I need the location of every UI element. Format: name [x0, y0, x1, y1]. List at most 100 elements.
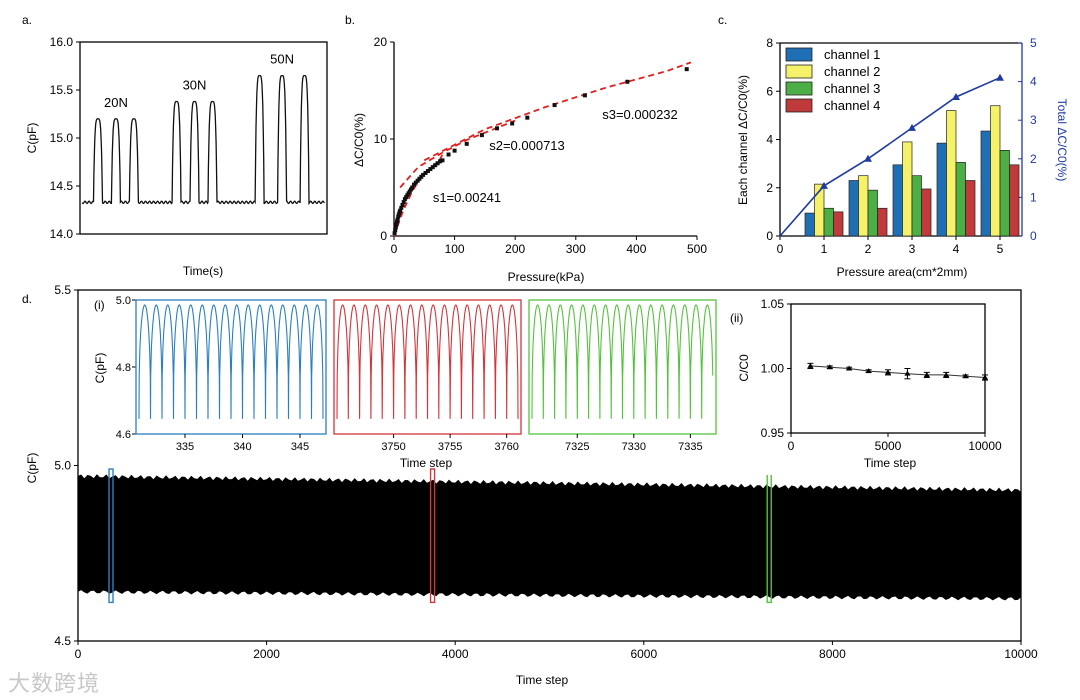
panel-c-label: c.	[718, 13, 727, 27]
panel-c-bar	[902, 141, 913, 237]
inset-ii-ylabel: C/C0	[737, 354, 751, 382]
panel-d-x-tick-label: 4000	[442, 647, 469, 661]
panel-c-y2-tick-label: 5	[1030, 36, 1037, 50]
panel-d-signal-band	[78, 474, 1021, 601]
inset-i-y-tick-label: 5.0	[116, 295, 131, 307]
panel-b-x-tick-label: 500	[687, 242, 707, 256]
panel-d-highlight-box	[429, 468, 436, 604]
panel-b-point	[428, 167, 433, 172]
panel-c-bar	[1009, 164, 1020, 237]
inset-i-x-tick-label: 3750	[381, 441, 405, 453]
panel-d-xlabel: Time step	[516, 673, 569, 687]
panel-b: b. 0 100 200 300 400 500 0 10 20 Pressure(kPa) ΔC/C…	[345, 13, 707, 284]
inset-ii-bg	[752, 293, 1017, 475]
panel-c-bar	[980, 130, 991, 237]
panel-c-bar	[804, 212, 815, 237]
panel-d-x-tick-label: 2000	[253, 647, 280, 661]
inset-i-label: (i)	[94, 298, 105, 312]
panel-c-bar	[877, 207, 888, 237]
inset-ii-marker	[885, 369, 891, 375]
panel-c-legend-swatch	[785, 81, 813, 96]
panel-c-bar	[946, 110, 957, 237]
panel-b-point	[395, 217, 400, 222]
inset-ii-marker	[846, 365, 853, 371]
panel-a-label: a.	[22, 13, 32, 27]
panel-c-x-tick-label: 3	[909, 242, 916, 256]
panel-c-y2-tick-label: 2	[1030, 152, 1037, 166]
panel-b-fit-line	[399, 119, 516, 189]
panel-c-ylabel: Each channel ΔC/C0(%)	[736, 75, 750, 205]
panel-c: c. 0 1 2 3 4 5 0 2 4 6 8 0 1 2 3 4 5 Pressure area(cm*2mm)…	[718, 13, 1069, 279]
panel-c-bar	[955, 162, 966, 237]
panel-c-y2-tick-label: 3	[1030, 113, 1037, 127]
panel-a-y-tick-label: 14.5	[50, 179, 74, 193]
panel-c-legend-label: channel 1	[824, 47, 880, 62]
inset-i-frame	[333, 299, 522, 435]
inset-ii-marker	[904, 370, 911, 376]
panel-c-x-tick-label: 0	[777, 242, 784, 256]
panel-c-total-line	[779, 76, 1001, 237]
panel-d-x-tick-label: 8000	[819, 647, 846, 661]
panel-b-ylabel: ΔC/C0(%)	[352, 113, 366, 167]
panel-c-bar	[858, 175, 869, 237]
inset-i-signal	[336, 304, 519, 419]
inset-i-x-tick-label: 335	[176, 441, 194, 453]
inset-ii-line	[810, 365, 986, 378]
panel-a: a. 14.0 14.5 15.0 15.5 16.0 Time(s) C(pF) 20N 30N…	[22, 13, 328, 278]
panel-a-peak-label: 50N	[270, 52, 294, 67]
panel-b-point	[421, 172, 426, 177]
panel-c-total-marker	[952, 93, 960, 101]
inset-ii-y-tick-label: 0.95	[761, 426, 785, 440]
inset-i-x-tick-label: 7330	[622, 441, 646, 453]
panel-c-x-tick-label: 4	[953, 242, 960, 256]
panel-a-signal	[81, 74, 325, 206]
panel-c-y-tick-label: 0	[766, 229, 773, 243]
panel-b-x-tick-label: 300	[566, 242, 586, 256]
panel-b-point	[525, 115, 530, 120]
panel-a-peak-label: 20N	[104, 95, 128, 110]
panel-b-point	[479, 133, 484, 138]
panel-c-y2label: Total ΔC/C0(%)	[1055, 99, 1069, 182]
inset-ii-marker	[943, 371, 950, 377]
panel-a-y-tick-label: 14.0	[50, 227, 74, 241]
panel-c-bar	[867, 189, 878, 237]
panel-c-legend-label: channel 2	[824, 64, 880, 79]
panel-c-legend-swatch	[785, 47, 813, 62]
panel-b-point	[435, 161, 440, 166]
panel-a-y-tick-label: 15.0	[50, 131, 74, 145]
inset-i-signal	[531, 304, 714, 419]
panel-b-fit-label: s2=0.000713	[489, 138, 565, 153]
panel-c-y-tick-label: 8	[766, 36, 773, 50]
panel-b-point	[399, 205, 404, 210]
panel-b-x-tick-label: 100	[445, 242, 465, 256]
panel-c-x-tick-label: 1	[821, 242, 828, 256]
panel-b-fit-line	[423, 61, 692, 162]
inset-ii-y-tick-label: 1.00	[761, 362, 785, 376]
panel-b-y-tick-label: 20	[374, 35, 388, 49]
panel-c-bar	[848, 180, 859, 237]
panel-c-bar	[999, 150, 1010, 237]
panel-a-xlabel: Time(s)	[183, 264, 223, 278]
inset-i-ylabel: C(pF)	[93, 353, 107, 384]
panel-b-point	[393, 228, 398, 233]
panel-d-x-tick-label: 0	[75, 647, 82, 661]
panel-d-x-tick-label: 10000	[1004, 647, 1038, 661]
inset-ii-marker	[923, 371, 930, 377]
panel-c-bar	[823, 207, 834, 237]
panel-d-ylabel: C(pF)	[25, 453, 39, 484]
inset-ii-xlabel: Time step	[864, 456, 917, 470]
panel-b-point	[433, 163, 438, 168]
panel-b-point	[394, 222, 399, 227]
panel-b-point	[582, 93, 587, 98]
panel-c-total-marker	[996, 73, 1004, 81]
panel-b-point	[464, 141, 469, 146]
inset-i-x-tick-label: 7335	[678, 441, 702, 453]
panel-b-point	[452, 148, 457, 153]
panel-a-peak-label: 30N	[183, 78, 207, 93]
panel-c-bar	[833, 211, 844, 237]
panel-c-legend-swatch	[785, 64, 813, 79]
panel-c-y-tick-label: 6	[766, 84, 773, 98]
inset-ii-marker	[807, 362, 814, 368]
panel-c-total-marker	[820, 181, 828, 189]
